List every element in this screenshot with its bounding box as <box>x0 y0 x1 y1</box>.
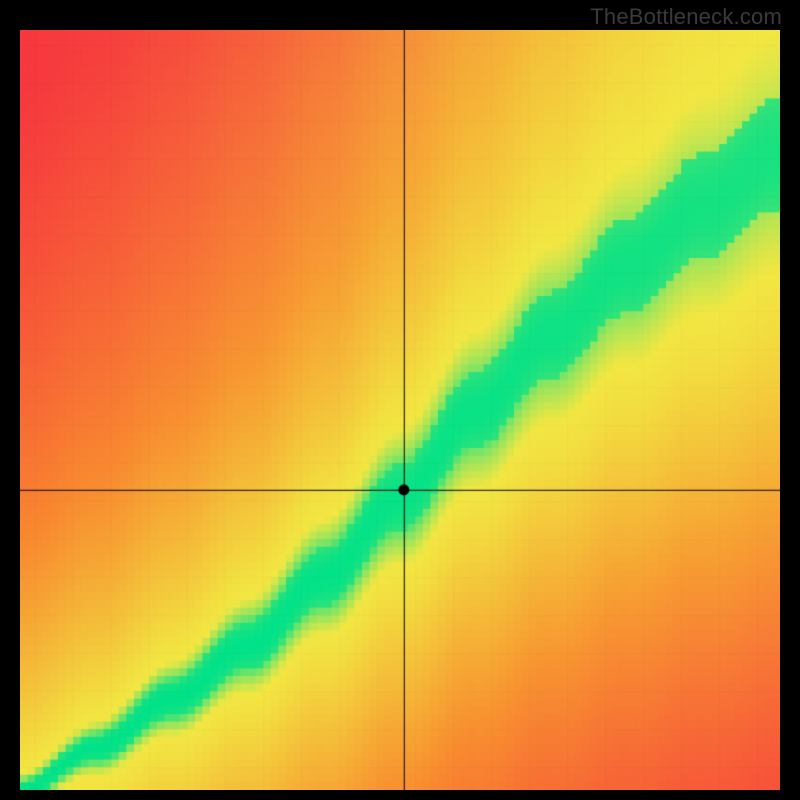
watermark-text: TheBottleneck.com <box>590 4 782 30</box>
overlay-canvas <box>20 30 780 790</box>
chart-frame: TheBottleneck.com <box>0 0 800 800</box>
plot-area <box>20 30 780 790</box>
